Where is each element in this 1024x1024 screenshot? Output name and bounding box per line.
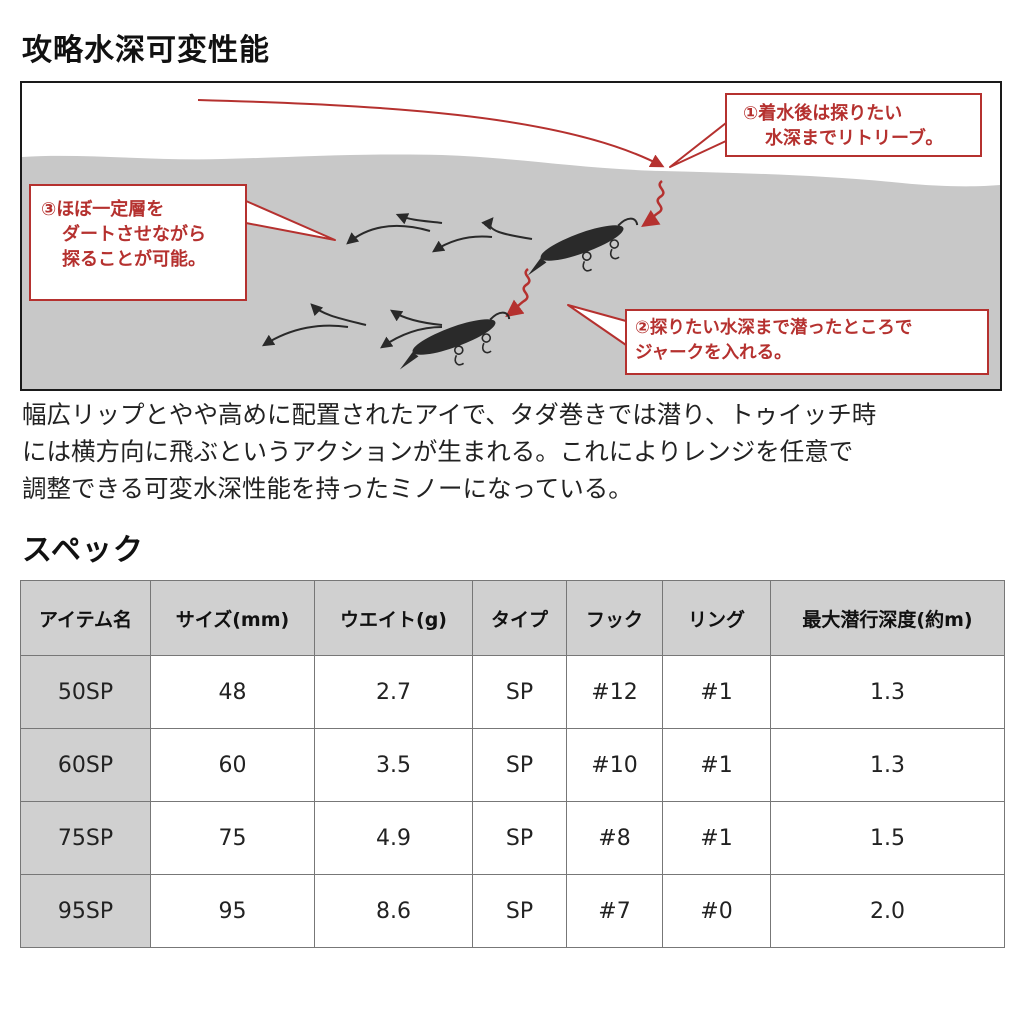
cell-hook: #12 xyxy=(566,655,663,729)
lure-upper xyxy=(527,217,639,276)
cell-item-name: 95SP xyxy=(20,874,151,948)
cell-weight: 4.9 xyxy=(314,801,473,875)
cell-weight: 2.7 xyxy=(314,655,473,729)
spec-table: アイテム名 サイズ(mm) ウエイト(g) タイプ フック リング 最大潜行深度… xyxy=(20,580,1005,948)
callout-dart-line3: 探ることが可能。 xyxy=(62,249,206,270)
cell-item-name: 50SP xyxy=(20,655,151,729)
header-weight: ウエイト(g) xyxy=(314,580,473,656)
section-title-depth: 攻略水深可変性能 xyxy=(22,33,270,68)
header-ring: リング xyxy=(662,580,771,656)
cell-type: SP xyxy=(472,801,567,875)
callout1-tail xyxy=(669,122,727,168)
cell-ring: #1 xyxy=(662,655,771,729)
callout-jerk-line2: ジャークを入れる。 xyxy=(635,343,792,363)
header-max-depth: 最大潜行深度(約m) xyxy=(770,580,1005,656)
cell-max-depth: 2.0 xyxy=(770,874,1005,948)
cell-ring: #1 xyxy=(662,801,771,875)
table-row: 50SP 48 2.7 SP #12 #1 1.3 xyxy=(20,655,1005,729)
cell-hook: #8 xyxy=(566,801,663,875)
cell-size: 48 xyxy=(150,655,315,729)
cell-weight: 8.6 xyxy=(314,874,473,948)
cell-max-depth: 1.3 xyxy=(770,655,1005,729)
cell-ring: #1 xyxy=(662,728,771,802)
cell-item-name: 60SP xyxy=(20,728,151,802)
cell-weight: 3.5 xyxy=(314,728,473,802)
callout-jerk-line1: ②探りたい水深まで潜ったところで xyxy=(635,318,913,338)
twitch-arrow-1 xyxy=(641,180,665,227)
description-line3: 調整できる可変水深性能を持ったミノーになっている。 xyxy=(22,474,633,503)
retrieve-arrow xyxy=(197,99,665,168)
depth-action-diagram: ①着水後は探りたい 水深までリトリーブ。 ③ほぼ一定層を ダートさせながら 探る… xyxy=(20,81,1002,391)
header-type: タイプ xyxy=(472,580,567,656)
header-hook: フック xyxy=(566,580,663,656)
cell-size: 75 xyxy=(150,801,315,875)
description-line1: 幅広リップとやや高めに配置されたアイで、タダ巻きでは潜り、トゥイッチ時 xyxy=(22,400,877,429)
cell-size: 95 xyxy=(150,874,315,948)
cell-hook: #7 xyxy=(566,874,663,948)
table-header-row: アイテム名 サイズ(mm) ウエイト(g) タイプ フック リング 最大潜行深度… xyxy=(20,580,1005,656)
callout-jerk: ②探りたい水深まで潜ったところで ジャークを入れる。 xyxy=(625,309,989,375)
cell-hook: #10 xyxy=(566,728,663,802)
cell-item-name: 75SP xyxy=(20,801,151,875)
description-text: 幅広リップとやや高めに配置されたアイで、タダ巻きでは潜り、トゥイッチ時 には横方… xyxy=(22,396,1012,507)
section-title-spec: スペック xyxy=(22,533,144,568)
twitch-arrow-2 xyxy=(505,268,531,318)
cell-size: 60 xyxy=(150,728,315,802)
cell-type: SP xyxy=(472,728,567,802)
cell-max-depth: 1.3 xyxy=(770,728,1005,802)
description-line2: には横方向に飛ぶというアクションが生まれる。これによりレンジを任意で xyxy=(22,437,854,466)
callout-retrieve-line1: ①着水後は探りたい xyxy=(743,103,903,124)
table-row: 75SP 75 4.9 SP #8 #1 1.5 xyxy=(20,801,1005,875)
callout-dart: ③ほぼ一定層を ダートさせながら 探ることが可能。 xyxy=(29,184,247,301)
cell-max-depth: 1.5 xyxy=(770,801,1005,875)
header-size: サイズ(mm) xyxy=(150,580,315,656)
table-row: 60SP 60 3.5 SP #10 #1 1.3 xyxy=(20,728,1005,802)
lure-lower xyxy=(399,311,511,370)
callout-dart-line1: ③ほぼ一定層を xyxy=(41,199,165,220)
cell-ring: #0 xyxy=(662,874,771,948)
callout-dart-line2: ダートさせながら xyxy=(62,224,206,245)
table-row: 95SP 95 8.6 SP #7 #0 2.0 xyxy=(20,874,1005,948)
header-item-name: アイテム名 xyxy=(20,580,151,656)
callout-retrieve: ①着水後は探りたい 水深までリトリーブ。 xyxy=(725,93,982,157)
dart-arrows xyxy=(261,213,533,349)
callout-retrieve-line2: 水深までリトリーブ。 xyxy=(765,128,944,149)
cell-type: SP xyxy=(472,655,567,729)
cell-type: SP xyxy=(472,874,567,948)
